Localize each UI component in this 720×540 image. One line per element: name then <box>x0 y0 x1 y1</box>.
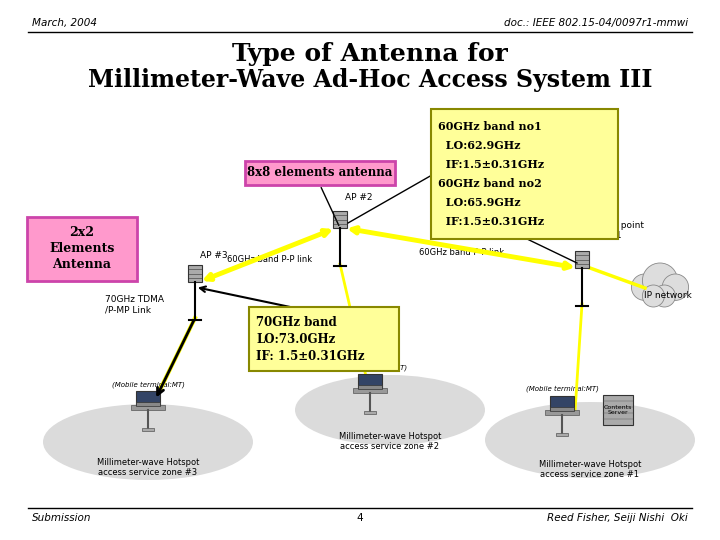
Text: Access point
(AP) #1: Access point (AP) #1 <box>587 221 644 240</box>
Text: Type of Antenna for: Type of Antenna for <box>232 42 508 66</box>
Text: AP #3: AP #3 <box>200 251 228 260</box>
FancyBboxPatch shape <box>556 433 568 436</box>
FancyBboxPatch shape <box>131 405 165 409</box>
Text: LO:62.9GHz: LO:62.9GHz <box>438 140 521 151</box>
Text: Millimeter-wave Hotspot
access service zone #2: Millimeter-wave Hotspot access service z… <box>339 432 441 451</box>
Circle shape <box>654 285 675 307</box>
FancyBboxPatch shape <box>364 410 377 414</box>
FancyBboxPatch shape <box>188 265 202 282</box>
FancyBboxPatch shape <box>550 407 574 411</box>
Text: Contents
Server: Contents Server <box>604 404 632 415</box>
Text: 70GHz TDMA
/P-MP Link: 70GHz TDMA /P-MP Link <box>105 295 164 314</box>
Text: AP #2: AP #2 <box>345 193 372 202</box>
FancyBboxPatch shape <box>359 374 382 388</box>
Text: doc.: IEEE 802.15-04/0097r1-mmwi: doc.: IEEE 802.15-04/0097r1-mmwi <box>504 18 688 28</box>
Text: IP network: IP network <box>644 292 692 300</box>
FancyBboxPatch shape <box>431 109 618 239</box>
Text: IF:1.5±0.31GHz: IF:1.5±0.31GHz <box>438 159 544 170</box>
FancyBboxPatch shape <box>333 211 347 228</box>
Text: Millimeter-Wave Ad-Hoc Access System III: Millimeter-Wave Ad-Hoc Access System III <box>88 68 652 92</box>
FancyBboxPatch shape <box>245 161 395 185</box>
Circle shape <box>662 274 688 300</box>
FancyBboxPatch shape <box>353 388 387 393</box>
Text: 60GHz band no1: 60GHz band no1 <box>438 121 541 132</box>
Text: Reed Fisher, Seiji Nishi  Oki: Reed Fisher, Seiji Nishi Oki <box>547 513 688 523</box>
FancyBboxPatch shape <box>550 396 574 410</box>
Text: 8x8 elements antenna: 8x8 elements antenna <box>247 166 392 179</box>
FancyBboxPatch shape <box>603 395 633 425</box>
Text: (Mobile terminal:MT): (Mobile terminal:MT) <box>112 381 184 388</box>
Text: 70GHz band
LO:73.0GHz
IF: 1.5±0.31GHz: 70GHz band LO:73.0GHz IF: 1.5±0.31GHz <box>256 316 364 363</box>
Ellipse shape <box>295 375 485 445</box>
Circle shape <box>642 263 678 298</box>
Text: March, 2004: March, 2004 <box>32 18 97 28</box>
FancyBboxPatch shape <box>545 410 579 415</box>
Text: (Mobile terminal: MT): (Mobile terminal: MT) <box>333 364 408 371</box>
Text: 2x2
Elements
Antenna: 2x2 Elements Antenna <box>49 226 114 272</box>
FancyBboxPatch shape <box>136 402 160 406</box>
Ellipse shape <box>485 402 695 478</box>
FancyBboxPatch shape <box>249 307 399 371</box>
Circle shape <box>642 285 665 307</box>
Text: Millimeter-wave Hotspot
access service zone #3: Millimeter-wave Hotspot access service z… <box>96 458 199 477</box>
Text: 60GHz band no2: 60GHz band no2 <box>438 178 541 189</box>
FancyBboxPatch shape <box>136 390 160 405</box>
Text: IF:1.5±0.31GHz: IF:1.5±0.31GHz <box>438 216 544 227</box>
FancyBboxPatch shape <box>27 217 137 281</box>
FancyBboxPatch shape <box>575 251 589 268</box>
Text: Millimeter-wave Hotspot
access service zone #1: Millimeter-wave Hotspot access service z… <box>539 460 642 480</box>
Text: 60GHz band P-P link: 60GHz band P-P link <box>228 255 312 264</box>
Text: 60GHz band P-P link: 60GHz band P-P link <box>420 248 505 257</box>
Ellipse shape <box>43 404 253 480</box>
FancyBboxPatch shape <box>142 428 154 431</box>
Text: Submission: Submission <box>32 513 91 523</box>
Text: 4: 4 <box>356 513 364 523</box>
Circle shape <box>631 274 658 300</box>
Text: (Mobile terminal:MT): (Mobile terminal:MT) <box>526 386 598 392</box>
FancyBboxPatch shape <box>359 386 382 389</box>
Text: LO:65.9GHz: LO:65.9GHz <box>438 197 521 208</box>
